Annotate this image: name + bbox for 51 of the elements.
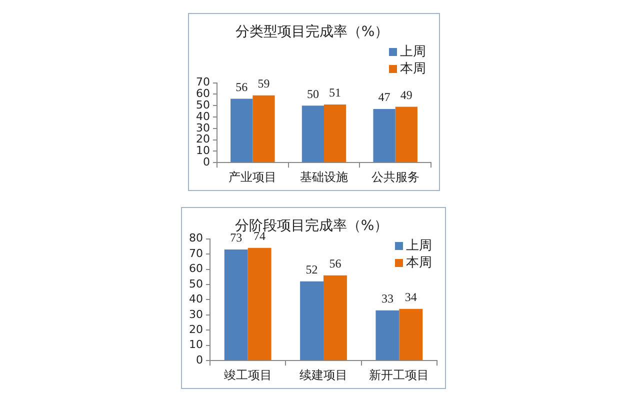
x-tick-label: 公共服务 bbox=[371, 170, 420, 184]
data-label: 33 bbox=[381, 292, 394, 306]
x-tick-label: 产业项目 bbox=[228, 170, 277, 184]
y-tick-label: 30 bbox=[196, 121, 210, 134]
y-tick-label: 10 bbox=[188, 338, 203, 352]
y-tick-label: 80 bbox=[188, 232, 203, 245]
bar bbox=[224, 249, 248, 360]
data-label: 47 bbox=[378, 90, 390, 104]
legend-label: 本周 bbox=[406, 255, 432, 270]
data-label: 59 bbox=[258, 76, 270, 90]
bar bbox=[324, 104, 346, 162]
y-tick-label: 10 bbox=[196, 144, 210, 158]
legend-label: 上周 bbox=[406, 238, 432, 254]
data-label: 73 bbox=[230, 230, 242, 245]
bar bbox=[230, 98, 253, 162]
y-tick-label: 70 bbox=[188, 246, 203, 260]
bar bbox=[376, 310, 400, 360]
x-tick-label: 续建项目 bbox=[300, 368, 348, 382]
bar bbox=[324, 275, 347, 360]
y-tick-label: 0 bbox=[196, 353, 203, 366]
legend-label: 本周 bbox=[400, 61, 426, 76]
y-tick-label: 60 bbox=[196, 87, 210, 100]
data-label: 51 bbox=[329, 86, 342, 100]
bar bbox=[373, 109, 396, 162]
data-label: 34 bbox=[404, 290, 417, 304]
y-tick-label: 50 bbox=[188, 277, 203, 290]
data-label: 50 bbox=[306, 86, 319, 101]
x-tick-label: 新开工项目 bbox=[369, 368, 430, 382]
bar bbox=[302, 106, 324, 162]
y-tick-label: 0 bbox=[202, 155, 210, 168]
y-tick-label: 60 bbox=[188, 262, 203, 276]
y-tick-label: 40 bbox=[196, 110, 210, 123]
data-label: 56 bbox=[236, 80, 248, 94]
y-tick-label: 30 bbox=[188, 308, 203, 321]
bar bbox=[248, 248, 272, 360]
data-label: 56 bbox=[329, 256, 342, 270]
data-label: 52 bbox=[306, 262, 318, 277]
y-tick-label: 50 bbox=[196, 98, 210, 112]
legend-label: 上周 bbox=[400, 44, 426, 60]
x-tick-label: 基础设施 bbox=[300, 170, 348, 184]
bar bbox=[252, 95, 275, 162]
bar bbox=[300, 281, 324, 360]
bar bbox=[395, 106, 418, 162]
x-tick-label: 竣工项目 bbox=[224, 368, 272, 382]
y-tick-label: 20 bbox=[196, 132, 210, 146]
chart-title: 分类型项目完成率（%） bbox=[235, 24, 389, 40]
data-label: 49 bbox=[400, 88, 412, 102]
bar bbox=[399, 308, 423, 360]
y-tick-label: 20 bbox=[188, 323, 203, 336]
y-tick-label: 70 bbox=[196, 76, 210, 89]
y-tick-label: 40 bbox=[188, 292, 203, 306]
